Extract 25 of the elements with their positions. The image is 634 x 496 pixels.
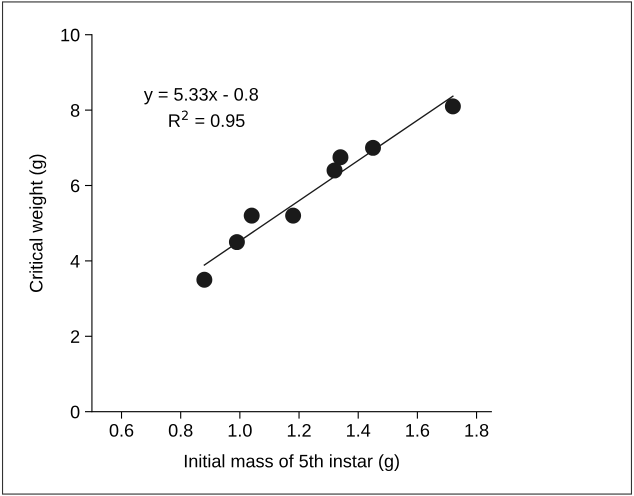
point xyxy=(332,149,348,166)
y-tick-label: 8 xyxy=(70,104,80,117)
point xyxy=(285,208,302,224)
x-axis-title: Initial mass of 5th instar (g) xyxy=(184,454,399,472)
x-tick-label: 0.8 xyxy=(168,424,192,437)
y-tick-label: 6 xyxy=(71,179,80,192)
annotation: R$^{2}$ = 0.95 xyxy=(169,110,245,128)
x-tick-label: 1.8 xyxy=(465,424,488,437)
x-tick-label: 1.2 xyxy=(288,424,311,437)
y-tick-label: 10 xyxy=(61,28,80,42)
point xyxy=(196,272,212,288)
x-tick-label: 1.6 xyxy=(406,424,430,437)
y-tick-label: 2 xyxy=(70,330,80,343)
y-tick-label: 4 xyxy=(70,255,80,268)
x-tick-label: 0.6 xyxy=(110,424,134,437)
point xyxy=(444,98,461,114)
point xyxy=(326,162,343,178)
point xyxy=(365,140,381,156)
x-tick-label: 1.0 xyxy=(228,424,252,437)
annotation: y = 5.33x - 0.8 xyxy=(144,88,258,104)
y-tick-label: 0 xyxy=(70,406,80,418)
point xyxy=(244,208,260,224)
x-tick-label: 1.4 xyxy=(347,424,370,437)
y-axis-title: Critical weight (g) xyxy=(29,154,46,292)
point xyxy=(228,234,245,250)
